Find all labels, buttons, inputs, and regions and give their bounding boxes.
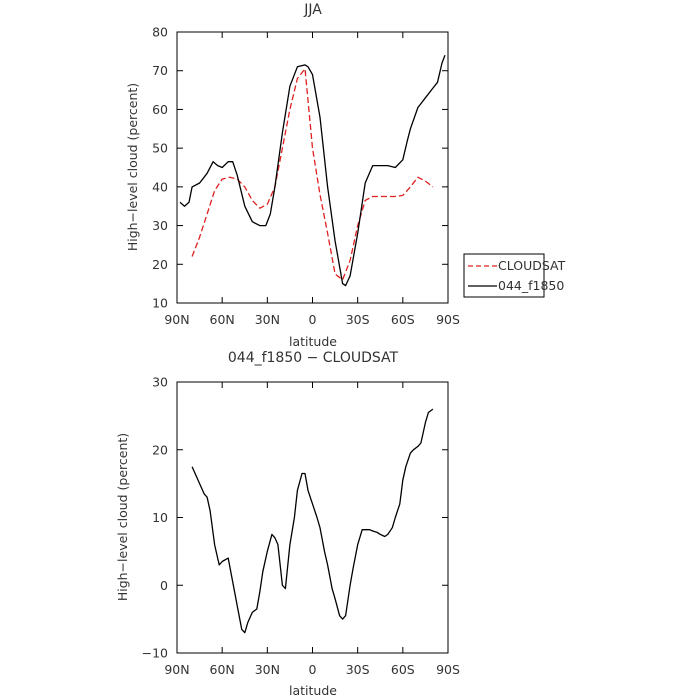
legend: CLOUDSAT 044_f1850 [463, 253, 566, 298]
x-tick-label: 60N [210, 662, 235, 677]
bottom-panel: 044_f1850 − CLOUDSAT 90N 60N 30N 0 30S 60S 90S… [115, 350, 460, 698]
legend-label-cloudsat: CLOUDSAT [498, 258, 566, 273]
series-line-044-f1850 [179, 54, 446, 287]
x-tick-label: 30S [346, 662, 370, 677]
bottom-y-axis-label: High−level cloud (percent) [115, 433, 130, 601]
series-line-difference [191, 408, 434, 634]
legend-box [463, 253, 545, 298]
y-tick-label: 30 [152, 375, 168, 390]
top-chart-title: JJA [303, 2, 322, 18]
top-axis-ticks [176, 31, 449, 304]
top-series-group [179, 54, 446, 287]
y-tick-label: 30 [152, 218, 168, 233]
x-tick-label: 30N [255, 662, 280, 677]
y-tick-label: 10 [152, 510, 168, 525]
x-tick-label: 30N [255, 312, 280, 327]
y-tick-label: 60 [152, 102, 168, 117]
bottom-x-tick-labels: 90N 60N 30N 0 30S 60S 90S [164, 662, 460, 677]
x-tick-label: 90S [436, 312, 460, 327]
y-tick-label: 10 [152, 296, 168, 311]
x-tick-label: 90S [436, 662, 460, 677]
top-x-axis-label: latitude [289, 334, 337, 349]
bottom-series-group [191, 408, 434, 634]
bottom-axis-ticks [176, 381, 449, 654]
x-tick-label: 0 [309, 312, 317, 327]
x-tick-label: 60N [210, 312, 235, 327]
bottom-plot-frame [176, 381, 449, 654]
x-tick-label: 90N [164, 662, 189, 677]
y-tick-label: −10 [142, 646, 168, 661]
x-tick-label: 0 [309, 662, 317, 677]
legend-label-model: 044_f1850 [498, 278, 564, 293]
bottom-chart-title: 044_f1850 − CLOUDSAT [228, 350, 399, 366]
top-plot-frame [176, 31, 449, 304]
top-y-axis-label: High−level cloud (percent) [125, 83, 140, 251]
top-y-tick-labels: 10 20 30 40 50 60 70 80 [152, 25, 168, 311]
x-tick-label: 30S [346, 312, 370, 327]
top-panel: JJA 90N 60N 30N 0 30S 60S 90S 10 20 30 40 50 60 70 80… [125, 2, 566, 349]
top-x-tick-labels: 90N 60N 30N 0 30S 60S 90S [164, 312, 460, 327]
y-tick-label: 50 [152, 141, 168, 156]
y-tick-label: 20 [152, 442, 168, 457]
y-tick-label: 20 [152, 257, 168, 272]
bottom-x-axis-label: latitude [289, 683, 337, 698]
x-tick-label: 60S [391, 662, 415, 677]
x-tick-label: 60S [391, 312, 415, 327]
series-line-cloudsat [191, 68, 434, 281]
y-tick-label: 80 [152, 25, 168, 40]
y-tick-label: 0 [160, 578, 168, 593]
y-tick-label: 70 [152, 63, 168, 78]
x-tick-label: 90N [164, 312, 189, 327]
y-tick-label: 40 [152, 179, 168, 194]
bottom-y-tick-labels: −10 0 10 20 30 [142, 375, 168, 661]
